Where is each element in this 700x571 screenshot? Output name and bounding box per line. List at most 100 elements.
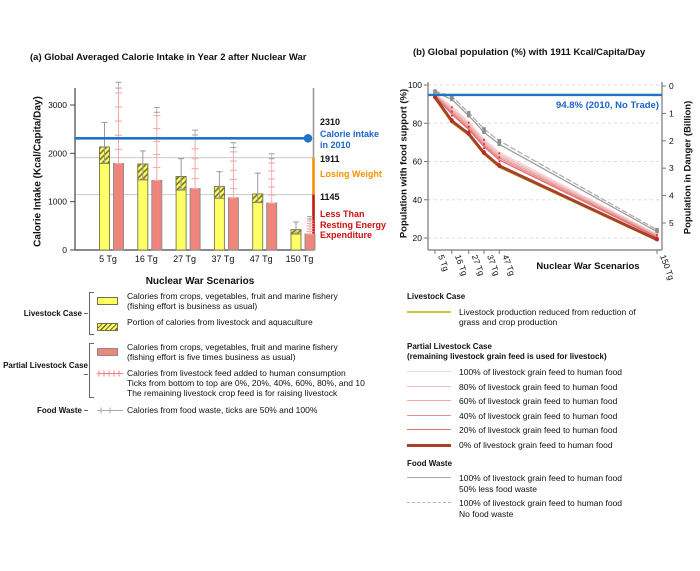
dashed-line-swatch-icon [407,502,451,504]
svg-text:2000: 2000 [48,148,67,158]
legend-item-text: Portion of calories from livestock and a… [127,316,313,327]
panel-b-right-y-axis-label: Population in Danger (Billion) [682,100,694,235]
no-trade-2010-label: 94.8% (2010, No Trade) [556,100,659,111]
svg-text:37 Tg: 37 Tg [211,254,234,264]
svg-text:40: 40 [413,195,423,205]
legend-item-text: 60% of livestock grain feed to human foo… [459,396,618,407]
legend-item-text: 40% of livestock grain feed to human foo… [459,410,618,421]
svg-text:27 Tg: 27 Tg [470,253,487,277]
partial-livestock-bar [189,188,201,251]
panel-a-y-axis-label: Calorie Intake (Kcal/Capita/Day) [32,96,44,247]
legend-item-text: 80% of livestock grain feed to human foo… [459,381,618,392]
svg-text:5 Tg: 5 Tg [436,253,451,273]
annotation-calorie-2010-value: 2310 [320,117,341,127]
box-yellow-hatch-swatch-icon [97,322,118,331]
gray-tick-icon [97,407,123,414]
line-swatch-icon [407,385,451,387]
svg-text:4: 4 [669,191,674,201]
panel-a-title: (a) Global Averaged Calorie Intake in Ye… [30,52,307,63]
annotation-calorie-2010-label-line1: Calorie intake [320,129,380,139]
bar-group-150Tg [290,216,316,251]
legend-item-text: 20% of livestock grain feed to human foo… [459,425,618,436]
legend-item: 40% of livestock grain feed to human foo… [407,411,700,422]
legend-bracket [89,342,94,398]
legend-item-text: Calories from livestock feed added to hu… [127,367,365,399]
annotation-1145-value: 1145 [320,192,340,202]
legend-section-heading: Livestock Case [407,292,466,301]
legend-section-heading: Food Waste [407,458,453,468]
legend-item-text: 100% of livestock grain feed to human fo… [459,366,623,377]
bar-group-37Tg [213,142,239,251]
annotation-calorie-2010-label-line2: in 2010 [320,140,351,150]
svg-text:150 Tg: 150 Tg [286,254,314,264]
panel-a-legend: Livestock Case Calories from crops, veget… [0,289,412,421]
legend-item-text: Livestock production reduced from reduct… [459,306,636,328]
svg-text:37 Tg: 37 Tg [485,253,502,277]
annotation-resting-energy-line3: Expenditure [320,230,373,240]
bar-group-5Tg [99,81,124,251]
legend-item: 0% of livestock grain feed to human food [407,440,700,451]
legend-group: Livestock Case Calories from crops, veget… [0,291,412,336]
svg-text:20: 20 [413,233,423,243]
legend-item-text: Calories from food waste, ticks are 50% … [127,404,318,415]
legend-bracket [89,292,94,335]
legend-group: Food Waste Calories from food waste, tick… [0,405,412,415]
legend-bracket [89,406,94,414]
legend-item: Calories from livestock feed added to hu… [97,368,365,399]
series-line-5 [434,94,658,238]
legend-item: Calories from food waste, ticks are 50% … [97,405,317,415]
svg-text:3: 3 [669,163,674,173]
series-line-3 [434,93,658,236]
svg-text:16 Tg: 16 Tg [135,254,158,264]
legend-group-label: Partial Livestock Case [0,361,88,379]
annotation-resting-energy-line2: Resting Energy [320,219,387,230]
series-line-6 [434,95,658,238]
legend-section-heading: Partial Livestock Case [407,341,492,351]
svg-text:5: 5 [669,218,674,228]
line-swatch-icon [407,414,451,416]
bar-group-47Tg [252,153,278,251]
panel-b-title: (b) Global population (%) with 1911 Kcal… [413,47,646,58]
legend-item-text: 0% of livestock grain feed to human food [459,439,613,450]
series-line-1 [434,91,658,233]
svg-text:0: 0 [62,245,67,255]
legend-item: Portion of calories from livestock and a… [97,317,338,336]
legend-item-text: Calories from crops, vegetables, fruit a… [127,341,338,363]
legend-item: 100% of livestock grain feed to human fo… [407,367,700,378]
svg-text:27 Tg: 27 Tg [173,254,196,264]
legend-item: Livestock production reduced from reduct… [407,307,700,328]
svg-text:100: 100 [408,80,422,90]
partial-livestock-bar [113,163,124,251]
svg-text:16 Tg: 16 Tg [453,253,470,277]
legend-group-label: Food Waste [0,406,88,415]
line-swatch-icon [407,429,451,431]
svg-text:0: 0 [669,81,674,91]
line-swatch-icon [407,477,451,479]
partial-livestock-bar [266,202,278,251]
calorie-2010-dot [303,134,313,143]
svg-text:5 Tg: 5 Tg [99,254,117,264]
series-line-2 [434,93,658,235]
bar-group-27Tg [175,129,201,251]
legend-item: 100% of livestock grain feed to human fo… [407,498,700,519]
legend-item: 20% of livestock grain feed to human foo… [407,425,700,436]
svg-text:47 Tg: 47 Tg [250,254,273,264]
legend-item: 100% of livestock grain feed to human fo… [407,473,700,494]
legend-item-text: 100% of livestock grain feed to human fo… [459,473,623,494]
box-yellow-swatch-icon [97,297,118,305]
line-swatch-icon [407,400,451,402]
partial-livestock-bar [151,179,163,251]
calorie-intake-bar-chart: 0 1000 2000 3000 5 Tg 16 Tg 27 Tg 37 Tg 47 Tg 150… [48,81,316,264]
svg-text:3000: 3000 [48,100,67,110]
legend-item-text: Calories from crops, vegetables, fruit a… [127,291,338,312]
legend-section-heading: (remaining livestock grain feed is used … [407,352,607,362]
legend-item: 80% of livestock grain feed to human foo… [407,382,700,393]
annotation-1911-value: 1911 [320,154,340,164]
svg-text:80: 80 [413,118,423,128]
partial-livestock-bar [227,197,239,251]
svg-text:2: 2 [669,136,674,146]
panel-b-legend: Livestock Case Livestock production reduc… [407,289,700,520]
line-swatch-icon [407,370,451,372]
pink-plus-ticks-icon [97,370,123,377]
